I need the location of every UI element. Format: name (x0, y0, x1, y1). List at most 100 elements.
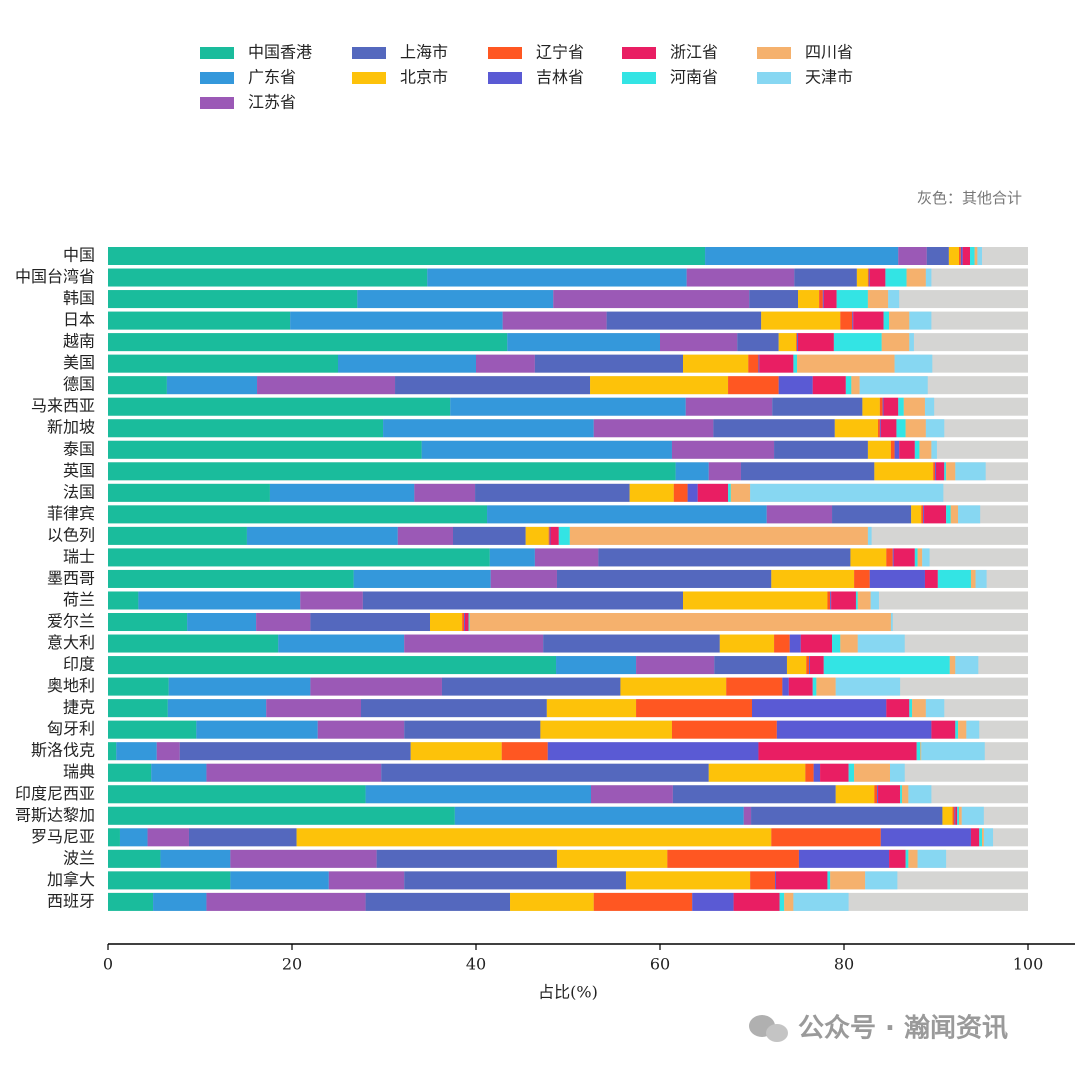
bar-segment (878, 419, 880, 438)
bar-segment (832, 505, 912, 524)
bar-segment (590, 376, 729, 395)
bar-segment (489, 548, 535, 567)
bar-segment (921, 505, 924, 524)
bar-segment (625, 871, 751, 890)
bar-segment (383, 419, 594, 438)
bar-segment (922, 548, 930, 567)
bar-segment (683, 591, 828, 610)
y-tick-label: 中国台湾省 (15, 267, 95, 286)
bar-segment (789, 634, 801, 653)
bar-segment (888, 290, 900, 309)
bar-segment (924, 505, 947, 524)
legend-swatch (200, 47, 234, 59)
y-tick-label: 奥地利 (47, 676, 95, 695)
bar-segment (687, 483, 698, 502)
legend-swatch (757, 47, 791, 59)
bar-segment (856, 268, 868, 287)
bar-segment (453, 526, 526, 545)
bar-segment (697, 483, 729, 502)
y-tick-label: 爱尔兰 (47, 612, 95, 631)
bar-segment (108, 440, 422, 459)
bar-segment (796, 333, 798, 352)
bar-segment (850, 548, 887, 567)
bar-segment (743, 806, 752, 825)
bar-segment (867, 268, 869, 287)
bar-segment (771, 828, 881, 847)
bar-segment (982, 828, 984, 847)
bar-segment (894, 354, 933, 373)
bar-segment (468, 613, 470, 632)
bar-segment (338, 354, 476, 373)
bar-segment (365, 892, 511, 911)
bar-segment (835, 785, 875, 804)
bar-segment (156, 742, 180, 761)
bar-segment (955, 462, 986, 481)
bar-segment (397, 526, 453, 545)
legend-label: 中国香港 (248, 43, 312, 62)
y-tick-label: 菲律宾 (47, 504, 95, 523)
bar-segment (914, 440, 920, 459)
bar-segment (119, 828, 148, 847)
bar-segment (894, 440, 900, 459)
bar-segment (278, 634, 405, 653)
bar-segment (867, 440, 891, 459)
bar-segment (827, 871, 831, 890)
bar-segment (151, 763, 207, 782)
bar-segment (454, 806, 744, 825)
bar-segment (671, 720, 777, 739)
bar-segment (869, 268, 886, 287)
bar-segment (414, 483, 476, 502)
bar-segment (708, 462, 741, 481)
bar-segment (353, 569, 491, 588)
bar-segment (917, 548, 923, 567)
bar-segment (977, 247, 982, 265)
bar-segment (805, 763, 814, 782)
bar-segment (108, 483, 270, 502)
bar-segment (546, 699, 637, 718)
bar-segment (903, 397, 925, 416)
bar-segment (868, 268, 870, 287)
bar-segment (138, 591, 301, 610)
bar-segment (558, 526, 570, 545)
bar-segment (726, 677, 783, 696)
bar-segment (761, 311, 841, 330)
bar-segment (548, 526, 550, 545)
bar-segment (636, 699, 752, 718)
bar-segment (404, 720, 541, 739)
bar-segment (882, 397, 884, 416)
bar-segment (942, 806, 953, 825)
bar-segment (685, 397, 773, 416)
bar-segment (921, 742, 985, 761)
bar-segment (848, 763, 855, 782)
bar-segment (966, 720, 980, 739)
bar-segment (206, 892, 366, 911)
bar-segment (427, 268, 687, 287)
bar-segment (852, 311, 854, 330)
x-tick-label: 80 (834, 955, 854, 974)
bar-segment (874, 462, 934, 481)
bar-segment (108, 656, 557, 675)
bar-segment (854, 569, 870, 588)
bar-segment (290, 311, 503, 330)
bar-segment (750, 871, 775, 890)
bar-segment (797, 333, 798, 352)
bar-segment (534, 548, 599, 567)
bar-segment (823, 290, 837, 309)
bar-segment (365, 785, 591, 804)
bar-segment (970, 828, 980, 847)
bar-segment (246, 526, 398, 545)
bar-segment (931, 720, 956, 739)
bar-segment (525, 526, 549, 545)
bar-segment (949, 656, 956, 675)
y-tick-label: 马来西亚 (31, 396, 95, 415)
y-tick-label: 瑞典 (63, 762, 95, 781)
bar-segment (962, 247, 971, 265)
bar-segment (692, 892, 734, 911)
bar-segment (543, 634, 720, 653)
legend-label: 北京市 (400, 68, 448, 87)
x-tick-label: 100 (1013, 955, 1044, 974)
bar-segment (935, 462, 936, 481)
bar-segment (936, 462, 945, 481)
bar-segment (593, 892, 693, 911)
